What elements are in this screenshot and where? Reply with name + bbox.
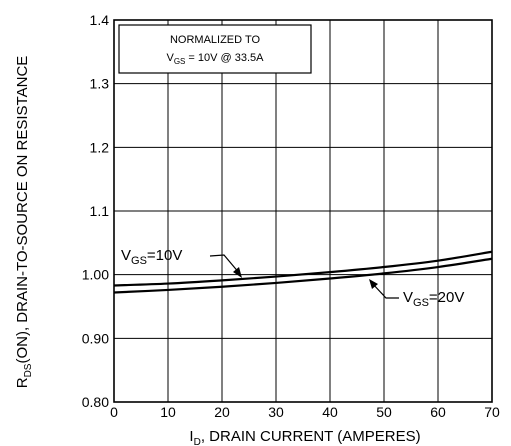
y-tick-label: 1.2	[90, 139, 110, 155]
annotation-frame	[118, 24, 312, 74]
series-label-vgs-10-sub: GS	[131, 255, 147, 267]
y-axis-title: RDS(ON), DRAIN-TO-SOURCE ON RESISTANCE	[14, 56, 34, 389]
series-line-vgs-10	[113, 250, 493, 287]
x-tick-label: 10	[160, 404, 176, 420]
x-tick-label: 40	[322, 404, 338, 420]
y-tick-label: 1.3	[90, 76, 110, 92]
series-label-vgs-10-arrowhead	[233, 267, 242, 278]
y-tick-label: 1.1	[90, 203, 110, 219]
series-label-vgs-10-rest: =10V	[147, 247, 182, 264]
x-axis-title-sub: D	[194, 437, 201, 446]
annotation-box: NORMALIZED TO VGS = 10V @ 33.5A	[118, 24, 312, 74]
x-axis-title-main: I	[189, 428, 193, 445]
y-tick-label: 1.00	[82, 267, 109, 283]
x-tick-label: 20	[214, 404, 230, 420]
x-tick-label: 50	[376, 404, 392, 420]
y-axis-title-sub: DS	[23, 363, 34, 377]
x-tick-label: 30	[268, 404, 284, 420]
annotation-vgs: V	[166, 52, 174, 64]
series-label-vgs-20-text: VGS=20V	[403, 289, 464, 309]
x-axis-title: ID, DRAIN CURRENT (AMPERES)	[189, 428, 420, 446]
series-label-vgs-10-main: V	[121, 247, 131, 264]
series-label-vgs-20-leader	[371, 282, 399, 299]
series-lines	[113, 250, 493, 294]
x-tick-label: 0	[110, 404, 118, 420]
x-tick-label: 60	[430, 404, 446, 420]
series-label-vgs-10: VGS=10V	[121, 247, 242, 278]
y-axis-title-main: R	[14, 377, 31, 388]
y-tick-label: 1.4	[90, 12, 110, 28]
series-label-vgs-20-sub: GS	[413, 297, 429, 309]
y-tick-label: 0.80	[82, 394, 109, 410]
annotation-line-2: VGS = 10V @ 33.5A	[166, 52, 264, 66]
series-label-vgs-20-arrowhead	[369, 279, 378, 289]
x-axis-title-rest: , DRAIN CURRENT (AMPERES)	[201, 428, 421, 445]
y-tick-label: 0.90	[82, 330, 109, 346]
series-label-vgs-20-main: V	[403, 289, 413, 306]
grid-lines	[114, 20, 492, 402]
series-label-vgs-10-text: VGS=10V	[121, 247, 182, 267]
series-label-vgs-20-rest: =20V	[429, 289, 464, 306]
y-axis-title-rest: (ON), DRAIN-TO-SOURCE ON RESISTANCE	[14, 56, 31, 364]
annotation-line-1: NORMALIZED TO	[170, 34, 260, 46]
annotation-condition: = 10V @ 33.5A	[185, 52, 264, 64]
annotation-vgs-sub: GS	[174, 57, 186, 66]
series-label-vgs-10-leader	[209, 254, 241, 275]
plot-frame	[113, 19, 493, 403]
x-tick-label: 70	[484, 404, 500, 420]
series-label-vgs-20: VGS=20V	[369, 279, 464, 309]
series-line-vgs-20	[113, 257, 493, 294]
tick-labels: 0 10 20 30 40 50 60 70 0.80 0.90 1.00 1.1 1.2 1.3 1.4	[82, 12, 500, 420]
